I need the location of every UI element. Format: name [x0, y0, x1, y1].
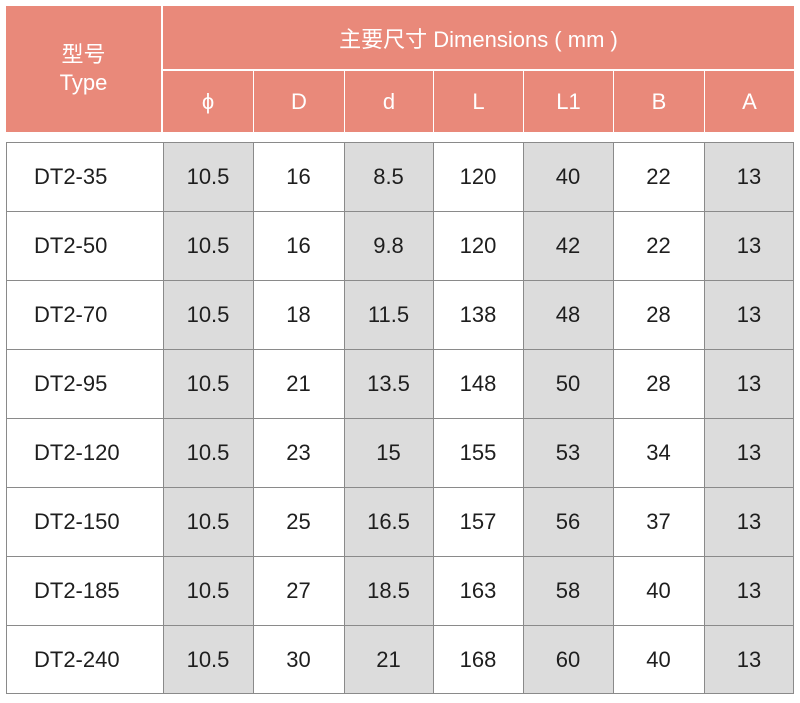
cell-d: 11.5 — [344, 280, 433, 349]
column-header-B: B — [614, 71, 704, 132]
cell-phi: 10.5 — [163, 625, 253, 694]
cell-L1: 58 — [523, 556, 613, 625]
cell-B: 34 — [613, 418, 704, 487]
cell-L1: 48 — [523, 280, 613, 349]
row-type: DT2-70 — [6, 280, 163, 349]
cell-L1: 60 — [523, 625, 613, 694]
cell-D: 16 — [253, 211, 344, 280]
cell-L: 120 — [433, 211, 523, 280]
row-type: DT2-95 — [6, 349, 163, 418]
column-divider — [253, 142, 254, 694]
cell-d: 15 — [344, 418, 433, 487]
column-divider — [523, 142, 524, 694]
row-divider — [6, 556, 794, 557]
cell-L: 148 — [433, 349, 523, 418]
column-divider — [613, 142, 614, 694]
cell-L1: 56 — [523, 487, 613, 556]
column-divider — [704, 142, 705, 694]
cell-L: 163 — [433, 556, 523, 625]
cell-B: 22 — [613, 211, 704, 280]
cell-d: 13.5 — [344, 349, 433, 418]
cell-phi: 10.5 — [163, 349, 253, 418]
cell-D: 27 — [253, 556, 344, 625]
cell-A: 13 — [704, 418, 794, 487]
cell-A: 13 — [704, 625, 794, 694]
column-header-L: L — [434, 71, 523, 132]
dimensions-header: 主要尺寸 Dimensions ( mm ) — [163, 6, 794, 69]
cell-L1: 50 — [523, 349, 613, 418]
cell-L: 168 — [433, 625, 523, 694]
row-divider — [6, 211, 794, 212]
row-divider — [6, 418, 794, 419]
cell-B: 37 — [613, 487, 704, 556]
row-type: DT2-120 — [6, 418, 163, 487]
cell-d: 21 — [344, 625, 433, 694]
cell-d: 8.5 — [344, 142, 433, 211]
cell-d: 9.8 — [344, 211, 433, 280]
column-header-L1: L1 — [524, 71, 613, 132]
cell-phi: 10.5 — [163, 556, 253, 625]
cell-L1: 42 — [523, 211, 613, 280]
cell-D: 25 — [253, 487, 344, 556]
cell-phi: 10.5 — [163, 142, 253, 211]
row-type: DT2-50 — [6, 211, 163, 280]
cell-D: 16 — [253, 142, 344, 211]
cell-A: 13 — [704, 556, 794, 625]
cell-A: 13 — [704, 142, 794, 211]
row-type: DT2-35 — [6, 142, 163, 211]
column-header-D: D — [254, 71, 344, 132]
row-divider — [6, 349, 794, 350]
cell-B: 40 — [613, 556, 704, 625]
cell-B: 28 — [613, 349, 704, 418]
type-header-cn: 型号 — [61, 42, 106, 67]
column-divider — [6, 142, 7, 694]
column-divider — [433, 142, 434, 694]
cell-A: 13 — [704, 487, 794, 556]
row-type: DT2-240 — [6, 625, 163, 694]
cell-B: 22 — [613, 142, 704, 211]
cell-D: 30 — [253, 625, 344, 694]
cell-L: 155 — [433, 418, 523, 487]
row-divider — [6, 693, 794, 694]
cell-d: 16.5 — [344, 487, 433, 556]
cell-L1: 53 — [523, 418, 613, 487]
cell-D: 23 — [253, 418, 344, 487]
column-divider — [344, 142, 345, 694]
cell-phi: 10.5 — [163, 211, 253, 280]
row-type: DT2-150 — [6, 487, 163, 556]
row-divider — [6, 280, 794, 281]
column-header-A: A — [705, 71, 794, 132]
cell-phi: 10.5 — [163, 280, 253, 349]
cell-A: 13 — [704, 211, 794, 280]
column-divider — [163, 142, 164, 694]
type-header: 型号 Type — [6, 6, 161, 132]
cell-B: 28 — [613, 280, 704, 349]
cell-phi: 10.5 — [163, 487, 253, 556]
cell-L: 157 — [433, 487, 523, 556]
cell-D: 18 — [253, 280, 344, 349]
cell-d: 18.5 — [344, 556, 433, 625]
cell-L: 120 — [433, 142, 523, 211]
cell-L: 138 — [433, 280, 523, 349]
cell-B: 40 — [613, 625, 704, 694]
cell-A: 13 — [704, 349, 794, 418]
cell-L1: 40 — [523, 142, 613, 211]
column-header-d: d — [345, 71, 433, 132]
row-divider — [6, 487, 794, 488]
cell-phi: 10.5 — [163, 418, 253, 487]
row-divider — [6, 625, 794, 626]
cell-A: 13 — [704, 280, 794, 349]
cell-D: 21 — [253, 349, 344, 418]
type-header-en: Type — [59, 70, 108, 95]
row-type: DT2-185 — [6, 556, 163, 625]
row-divider — [6, 142, 794, 143]
column-header-phi: ϕ — [163, 71, 253, 132]
column-divider — [793, 142, 794, 694]
